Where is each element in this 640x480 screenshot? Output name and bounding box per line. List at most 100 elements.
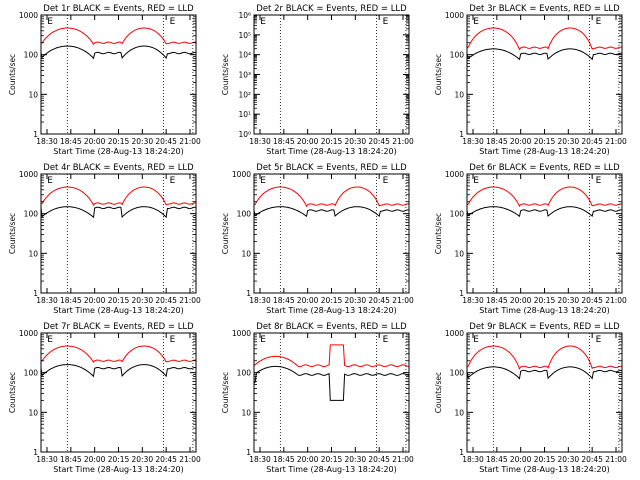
chart-title: Det 6r BLACK = Events, RED = LLD (469, 163, 620, 173)
y-tick-label: 10¹ (238, 110, 251, 119)
y-tick-label: 1 (459, 289, 464, 298)
flag-e-label: E (383, 335, 389, 345)
x-tick-label: 18:45 (486, 455, 508, 464)
flag-e-label: E (170, 17, 176, 27)
flag-e-label: E (260, 335, 266, 345)
flag-e-label: E (47, 17, 53, 27)
x-tick-label: 21:00 (179, 137, 201, 146)
x-tick-label: 20:00 (297, 137, 319, 146)
x-tick-label: 20:00 (510, 137, 532, 146)
x-tick-label: 20:15 (321, 137, 343, 146)
y-tick-label: 10 (28, 249, 38, 258)
y-tick-label: 100 (24, 51, 39, 60)
y-tick-label: 1000 (445, 329, 464, 338)
x-axis-label: Start Time (28-Aug-13 18:24:20) (53, 306, 184, 315)
chart-panel-4: Det 4r BLACK = Events, RED = LLD E E 1 10 100… (8, 163, 201, 315)
chart-panel-7: Det 7r BLACK = Events, RED = LLD E E 1 10 100… (8, 322, 201, 474)
chart-panel-3: Det 3r BLACK = Events, RED = LLD E E 1 10 100… (434, 4, 627, 156)
x-tick-label: 21:00 (605, 455, 627, 464)
x-tick-label: 18:45 (273, 137, 295, 146)
flag-e-label: E (383, 17, 389, 27)
x-tick-label: 20:00 (84, 455, 106, 464)
x-tick-label: 18:45 (60, 296, 82, 305)
y-axis-label: Counts/sec (8, 372, 17, 413)
x-tick-label: 18:30 (249, 455, 271, 464)
chart-panel-1: Det 1r BLACK = Events, RED = LLD E E 1 10 100… (8, 4, 201, 156)
y-tick-label: 10 (454, 249, 464, 258)
x-tick-label: 18:45 (486, 137, 508, 146)
x-tick-label: 21:00 (392, 455, 414, 464)
x-tick-label: 20:00 (84, 296, 106, 305)
plot-frame (40, 173, 197, 294)
x-tick-label: 18:45 (273, 296, 295, 305)
y-tick-label: 100 (237, 369, 252, 378)
series-line-events (40, 206, 197, 219)
x-tick-label: 18:30 (36, 137, 58, 146)
x-tick-label: 21:00 (605, 296, 627, 305)
chart-panel-8: Det 8r BLACK = Events, RED = LLD E E 1 10 100… (221, 322, 414, 474)
x-tick-label: 20:30 (132, 296, 154, 305)
x-tick-label: 20:15 (321, 296, 343, 305)
x-axis-label: Start Time (28-Aug-13 18:24:20) (266, 147, 397, 156)
y-tick-label: 10³ (238, 71, 251, 80)
flag-e-label: E (170, 176, 176, 186)
y-tick-label: 100 (450, 210, 465, 219)
y-axis-label: Counts/sec (221, 372, 230, 413)
x-tick-label: 20:30 (558, 137, 580, 146)
x-tick-label: 20:00 (510, 296, 532, 305)
chart-title: Det 8r BLACK = Events, RED = LLD (256, 322, 407, 332)
y-tick-label: 100 (24, 210, 39, 219)
series-line-lld (253, 344, 410, 368)
y-tick-label: 1000 (232, 329, 251, 338)
series-line-events (40, 45, 196, 60)
y-tick-label: 100 (237, 210, 252, 219)
y-tick-label: 10 (241, 408, 251, 417)
series-line-lld (466, 27, 623, 51)
x-tick-label: 20:45 (368, 296, 390, 305)
plot-frame (40, 332, 197, 453)
flag-e-label: E (596, 17, 602, 27)
chart-title: Det 9r BLACK = Events, RED = LLD (469, 322, 620, 332)
x-tick-label: 18:45 (486, 296, 508, 305)
y-tick-label: 1 (33, 289, 38, 298)
series-line-events (466, 48, 622, 61)
flag-e-label: E (596, 335, 602, 345)
series-line-lld (41, 27, 196, 46)
y-tick-label: 100 (24, 369, 39, 378)
x-tick-label: 20:45 (155, 296, 177, 305)
plot-frame (253, 14, 410, 135)
x-tick-label: 20:30 (345, 296, 367, 305)
y-tick-label: 100 (450, 369, 465, 378)
chart-panel-6: Det 6r BLACK = Events, RED = LLD E E 1 10 100… (434, 163, 627, 315)
x-tick-label: 20:45 (368, 455, 390, 464)
x-tick-label: 21:00 (179, 296, 201, 305)
y-tick-label: 10 (454, 408, 464, 417)
y-tick-label: 10⁴ (238, 51, 251, 60)
x-tick-label: 20:45 (581, 455, 603, 464)
chart-title: Det 2r BLACK = Events, RED = LLD (256, 4, 407, 14)
y-axis-label: Counts/sec (434, 372, 443, 413)
x-tick-label: 18:45 (273, 455, 295, 464)
flag-e-label: E (473, 335, 479, 345)
plot-frame (466, 14, 623, 135)
chart-title: Det 5r BLACK = Events, RED = LLD (256, 163, 407, 173)
y-axis-label: Counts/sec (221, 213, 230, 254)
y-tick-label: 1 (33, 130, 38, 139)
plot-frame (466, 332, 623, 453)
x-axis-label: Start Time (28-Aug-13 18:24:20) (53, 465, 184, 474)
x-tick-label: 20:45 (581, 137, 603, 146)
y-tick-label: 1 (459, 130, 464, 139)
x-tick-label: 18:30 (36, 455, 58, 464)
flag-e-label: E (383, 176, 389, 186)
x-axis-label: Start Time (28-Aug-13 18:24:20) (53, 147, 184, 156)
series-line-lld (41, 345, 196, 364)
y-axis-label: Counts/sec (221, 54, 230, 95)
x-tick-label: 18:30 (462, 296, 484, 305)
x-tick-label: 20:30 (345, 455, 367, 464)
x-tick-label: 20:15 (321, 455, 343, 464)
y-tick-label: 1 (246, 289, 251, 298)
plot-frame (253, 173, 410, 294)
chart-panel-2: Det 2r BLACK = Events, RED = LLD E E 10⁰ 10¹… (221, 4, 414, 156)
x-tick-label: 20:45 (368, 137, 390, 146)
